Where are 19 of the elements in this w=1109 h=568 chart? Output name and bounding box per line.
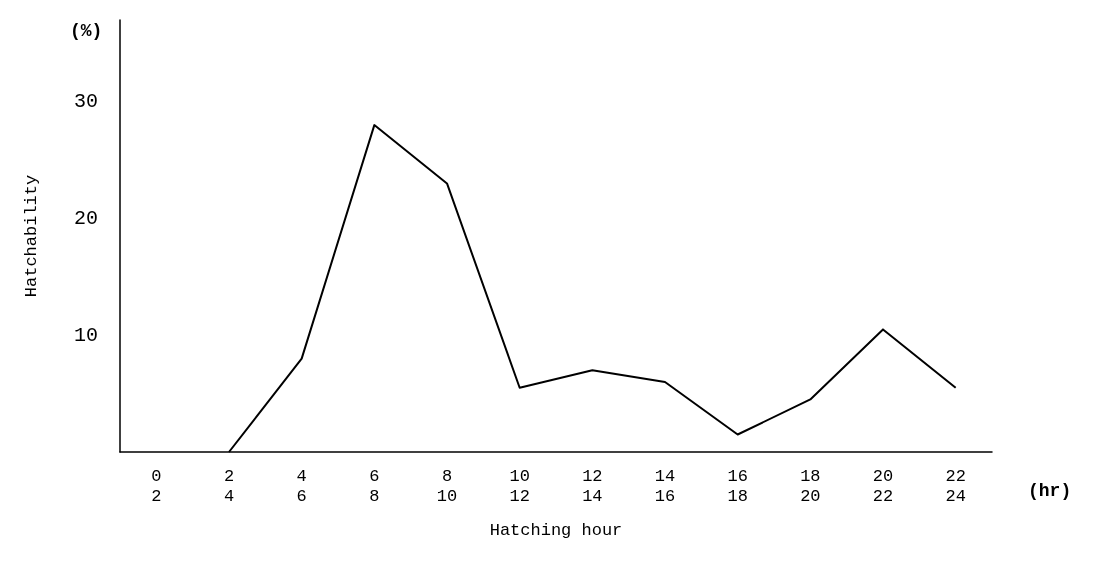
- x-tick-label: 22 24: [945, 466, 966, 506]
- y-tick-label: 30: [73, 90, 98, 114]
- x-axis-title: Hatching hour: [489, 521, 623, 540]
- x-tick-label: 0 2: [151, 466, 162, 506]
- x-tick-label: 4 6: [296, 466, 307, 506]
- x-tick-label: 18 20: [800, 466, 821, 506]
- x-tick-label: 10 12: [509, 466, 530, 506]
- x-tick-label: 8 10: [436, 466, 458, 506]
- x-tick-label: 2 4: [223, 466, 235, 506]
- x-tick-label: 16 18: [727, 466, 748, 506]
- x-tick-label: 20 22: [872, 466, 894, 506]
- text: (%): [70, 21, 103, 41]
- y-tick-label: 10: [73, 323, 98, 347]
- text: (hr): [1028, 481, 1072, 501]
- x-tick-label: 12 14: [582, 466, 603, 506]
- x-tick-label: 6 8: [369, 466, 380, 506]
- y-axis-title: Hatchability: [22, 174, 41, 298]
- x-tick-label: 14 16: [654, 466, 676, 506]
- y-tick-label: 20: [73, 206, 98, 230]
